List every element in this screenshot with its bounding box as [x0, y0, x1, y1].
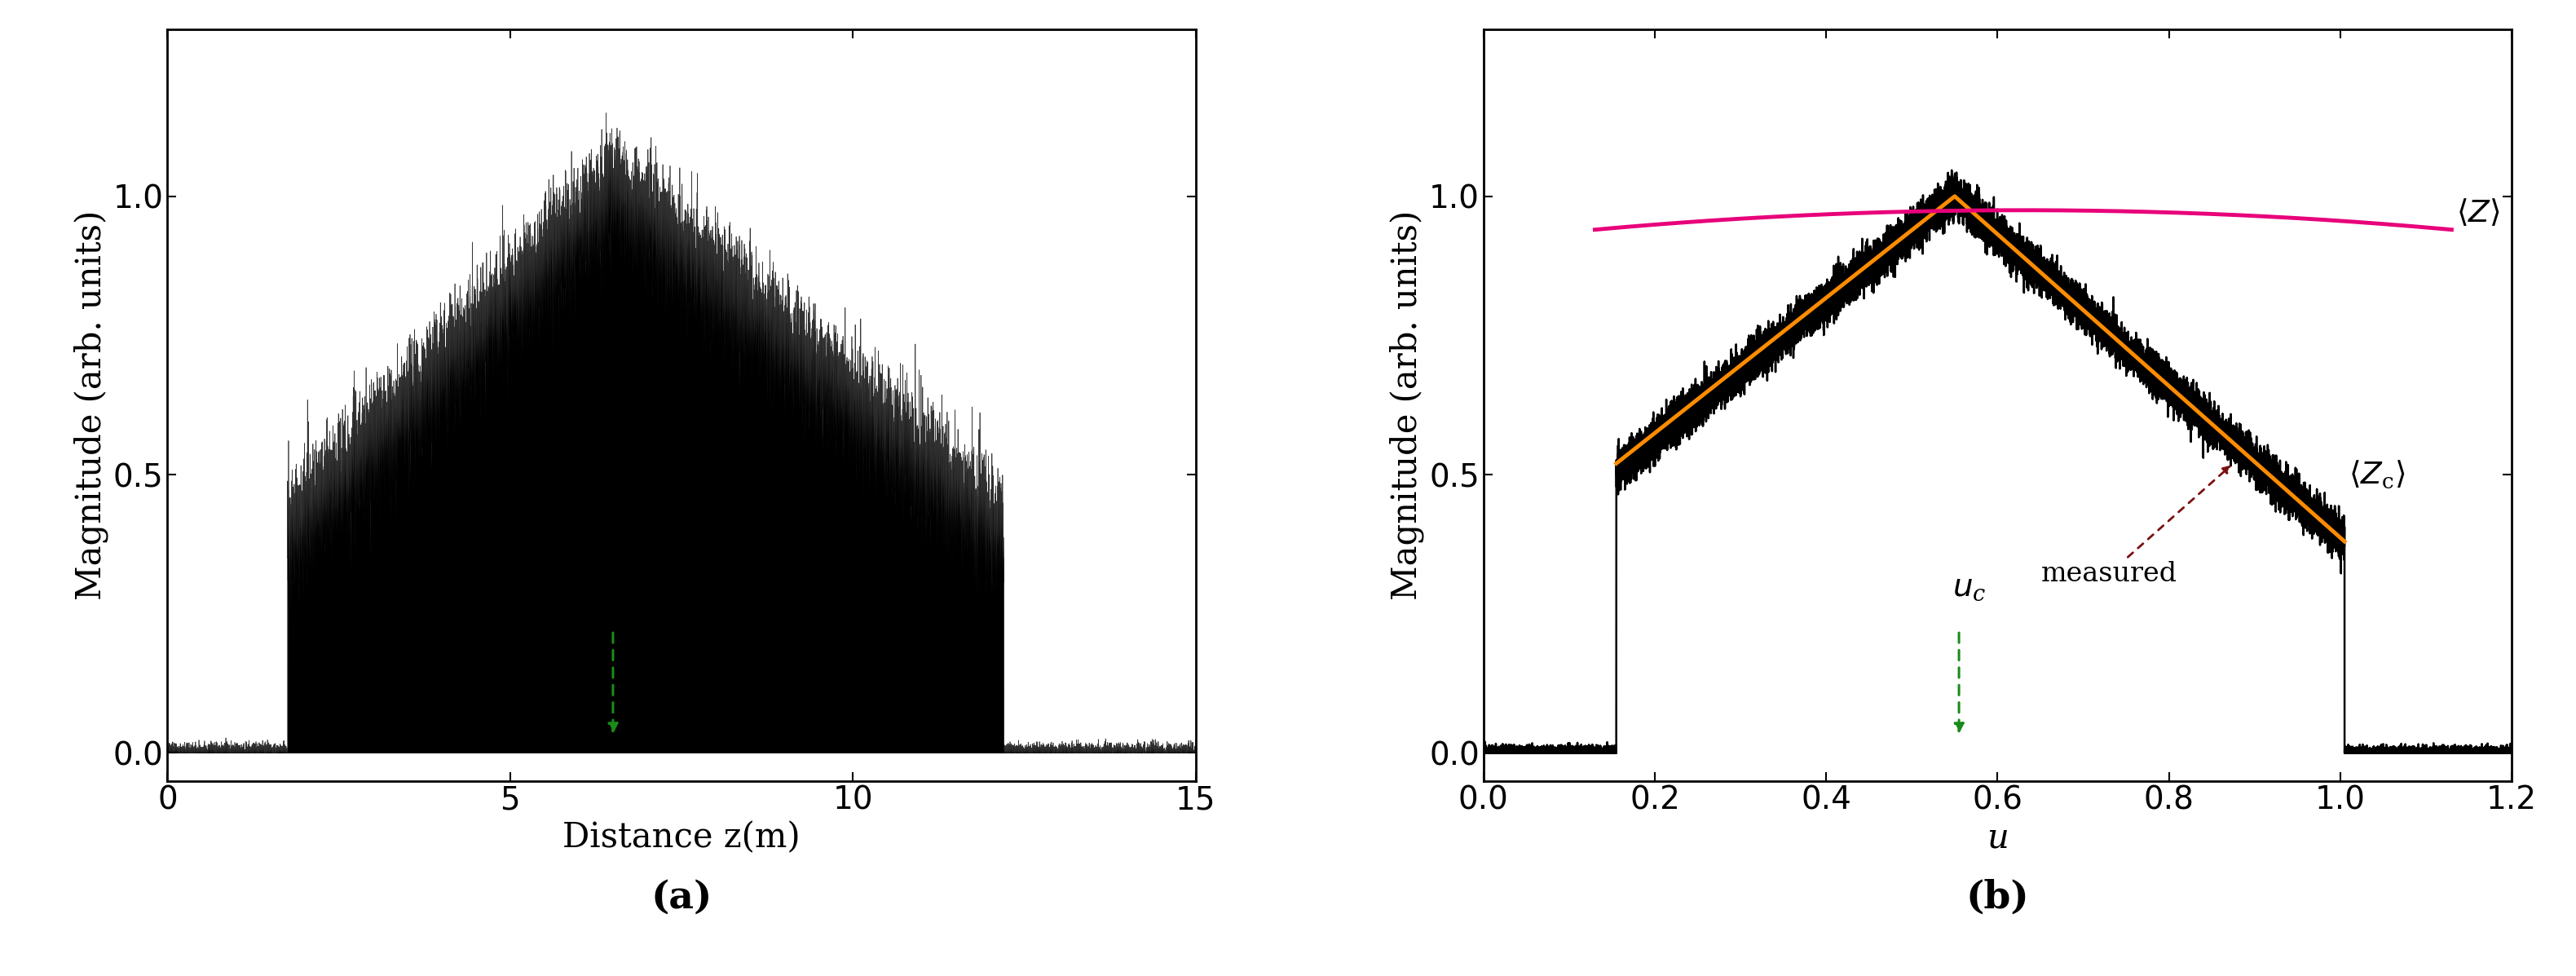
X-axis label: Distance z(m): Distance z(m) [562, 820, 801, 855]
Text: $\langle Z_{\mathregular{c}} \rangle$: $\langle Z_{\mathregular{c}} \rangle$ [2349, 459, 2406, 490]
Text: measured: measured [2040, 467, 2231, 587]
Y-axis label: Magnitude (arb. units): Magnitude (arb. units) [1391, 210, 1425, 600]
Text: $\langle Z \rangle$: $\langle Z \rangle$ [2455, 197, 2499, 228]
Text: (a): (a) [652, 878, 711, 916]
Text: $u_{\mathregular{c}}$: $u_{\mathregular{c}}$ [1953, 573, 1986, 602]
Text: $z_{\mathregular{c}}$: $z_{\mathregular{c}}$ [605, 573, 636, 602]
Y-axis label: Magnitude (arb. units): Magnitude (arb. units) [75, 210, 108, 600]
Text: (b): (b) [1965, 878, 2030, 916]
X-axis label: u: u [1986, 820, 2009, 855]
